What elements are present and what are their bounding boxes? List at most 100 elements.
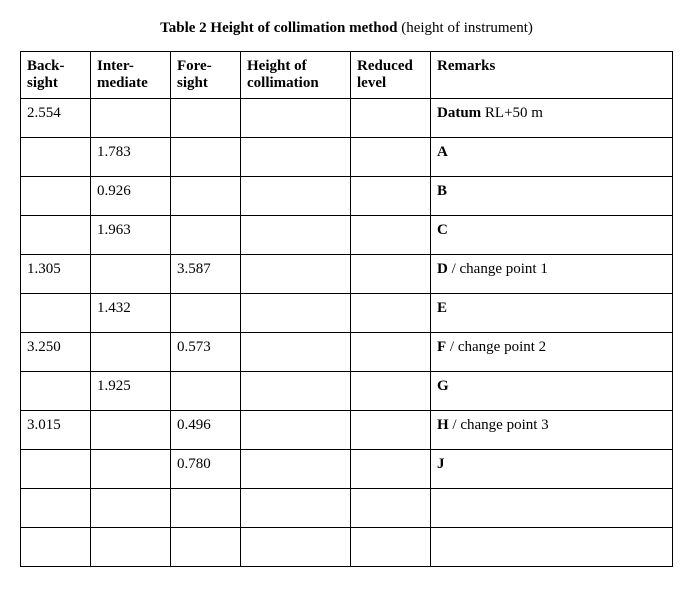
table-title: Table 2 Height of collimation method (he…	[20, 20, 673, 37]
title-rest: (height of instrument)	[397, 20, 532, 36]
cell-hoc	[241, 411, 351, 450]
cell-int: 1.963	[91, 216, 171, 255]
table-row: 0.780 J	[21, 450, 673, 489]
cell-int	[91, 255, 171, 294]
remarks-bold: C	[437, 222, 448, 238]
cell-int	[91, 528, 171, 567]
col-foresight-l1: Fore-	[177, 58, 212, 74]
table-row: 3.250 0.573 F / change point 2	[21, 333, 673, 372]
remarks-bold: Datum	[437, 105, 481, 121]
cell-int	[91, 411, 171, 450]
cell-bs: 1.305	[21, 255, 91, 294]
cell-rl	[351, 489, 431, 528]
cell-bs: 3.015	[21, 411, 91, 450]
cell-remarks: G	[431, 372, 673, 411]
title-bold: Table 2 Height of collimation method	[160, 20, 397, 36]
cell-bs: 2.554	[21, 99, 91, 138]
remarks-bold: G	[437, 378, 449, 394]
cell-fs	[171, 138, 241, 177]
cell-fs	[171, 528, 241, 567]
cell-bs	[21, 294, 91, 333]
cell-fs: 0.573	[171, 333, 241, 372]
cell-fs	[171, 372, 241, 411]
cell-remarks: B	[431, 177, 673, 216]
cell-hoc	[241, 294, 351, 333]
cell-fs: 0.780	[171, 450, 241, 489]
cell-int	[91, 333, 171, 372]
cell-hoc	[241, 216, 351, 255]
table-row: 1.3053.587D / change point 1	[21, 255, 673, 294]
remarks-bold: E	[437, 300, 447, 316]
col-intermediate-l2: mediate	[97, 75, 148, 91]
cell-remarks: D / change point 1	[431, 255, 673, 294]
cell-bs	[21, 372, 91, 411]
cell-fs	[171, 177, 241, 216]
remarks-bold: H	[437, 417, 449, 433]
remarks-rest: / change point 2	[446, 339, 546, 355]
cell-int	[91, 489, 171, 528]
col-foresight: Fore- sight	[171, 52, 241, 99]
table-row: 3.0150.496H / change point 3	[21, 411, 673, 450]
cell-bs	[21, 489, 91, 528]
cell-hoc	[241, 372, 351, 411]
col-intermediate-l1: Inter-	[97, 58, 134, 74]
cell-bs	[21, 450, 91, 489]
cell-rl	[351, 411, 431, 450]
remarks-bold: B	[437, 183, 447, 199]
cell-rl	[351, 294, 431, 333]
remarks-bold: A	[437, 144, 448, 160]
cell-remarks: A	[431, 138, 673, 177]
cell-remarks	[431, 528, 673, 567]
cell-int: 1.925	[91, 372, 171, 411]
cell-int: 1.432	[91, 294, 171, 333]
remarks-bold: F	[437, 339, 446, 355]
cell-remarks: J	[431, 450, 673, 489]
cell-bs: 3.250	[21, 333, 91, 372]
col-hoc-l2: collimation	[247, 75, 319, 91]
cell-rl	[351, 528, 431, 567]
cell-rl	[351, 216, 431, 255]
cell-hoc	[241, 528, 351, 567]
cell-fs	[171, 489, 241, 528]
table-row	[21, 489, 673, 528]
col-rl-l1: Reduced	[357, 58, 413, 74]
table-row: 1.432 E	[21, 294, 673, 333]
cell-int	[91, 450, 171, 489]
table-row: 2.554 Datum RL+50 m	[21, 99, 673, 138]
col-height-of-collimation: Height of collimation	[241, 52, 351, 99]
cell-hoc	[241, 255, 351, 294]
cell-remarks: H / change point 3	[431, 411, 673, 450]
collimation-table: Back- sight Inter- mediate Fore- sight H…	[20, 51, 673, 567]
cell-fs	[171, 294, 241, 333]
col-hoc-l1: Height of	[247, 58, 307, 74]
table-container: Table 2 Height of collimation method (he…	[20, 20, 673, 567]
cell-hoc	[241, 177, 351, 216]
header-row: Back- sight Inter- mediate Fore- sight H…	[21, 52, 673, 99]
cell-rl	[351, 138, 431, 177]
cell-hoc	[241, 450, 351, 489]
cell-rl	[351, 255, 431, 294]
col-backsight-l2: sight	[27, 75, 58, 91]
cell-fs	[171, 99, 241, 138]
cell-remarks: C	[431, 216, 673, 255]
col-foresight-l2: sight	[177, 75, 208, 91]
table-row	[21, 528, 673, 567]
table-row: 1.963 C	[21, 216, 673, 255]
cell-bs	[21, 216, 91, 255]
col-backsight-l1: Back-	[27, 58, 65, 74]
col-reduced-level: Reduced level	[351, 52, 431, 99]
col-backsight: Back- sight	[21, 52, 91, 99]
cell-rl	[351, 177, 431, 216]
col-intermediate: Inter- mediate	[91, 52, 171, 99]
table-body: 2.554Datum RL+50 m1.783A0.926B1.963C1.30…	[21, 99, 673, 567]
remarks-rest: RL+50 m	[481, 105, 543, 121]
cell-hoc	[241, 99, 351, 138]
cell-fs	[171, 216, 241, 255]
cell-rl	[351, 450, 431, 489]
remarks-rest: / change point 1	[448, 261, 548, 277]
col-rl-l2: level	[357, 75, 386, 91]
cell-bs	[21, 177, 91, 216]
cell-remarks	[431, 489, 673, 528]
cell-hoc	[241, 138, 351, 177]
remarks-bold: J	[437, 456, 445, 472]
